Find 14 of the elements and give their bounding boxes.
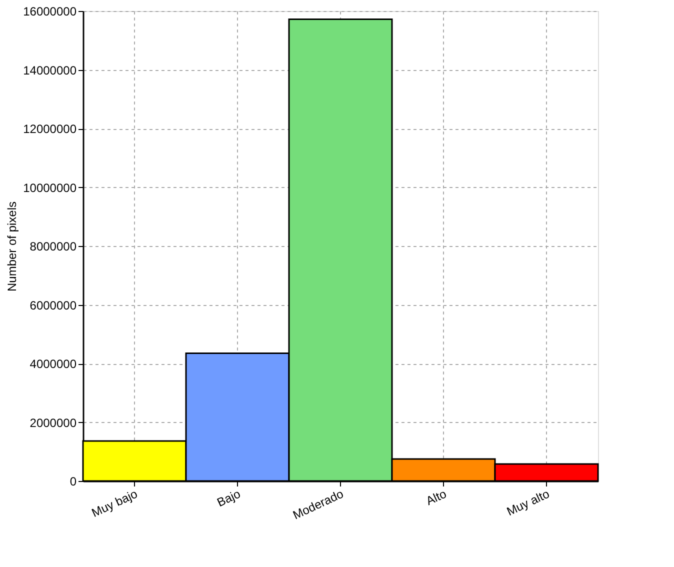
y-tick-label: 10000000 [23,180,77,195]
y-tick-label: 12000000 [23,122,77,136]
y-axis-title: Number of pixels [5,201,20,292]
y-tick-label: 8000000 [30,240,77,254]
x-tick-label: Muy bajo [90,486,140,520]
x-tick-label: Muy alto [504,486,552,519]
y-tick-label: 6000000 [30,298,77,312]
y-tick-label: 16000000 [23,4,77,18]
y-tick-label: 4000000 [30,357,77,371]
x-tick-label: Alto [424,486,449,508]
y-tick-label: 14000000 [23,63,77,78]
x-tick-label: Bajo [214,486,243,510]
y-tick-label: 0 [70,474,77,488]
y-tick-label: 2000000 [30,416,77,430]
